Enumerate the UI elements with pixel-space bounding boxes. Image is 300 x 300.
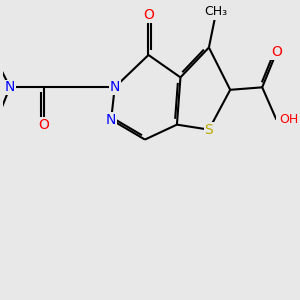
Text: O: O	[271, 46, 282, 59]
Text: O: O	[38, 118, 49, 132]
Text: N: N	[110, 80, 120, 94]
Text: N: N	[5, 80, 15, 94]
Text: OH: OH	[279, 113, 298, 126]
Text: CH₃: CH₃	[204, 5, 228, 18]
Text: O: O	[143, 8, 154, 22]
Text: S: S	[205, 123, 213, 136]
Text: N: N	[106, 113, 116, 127]
